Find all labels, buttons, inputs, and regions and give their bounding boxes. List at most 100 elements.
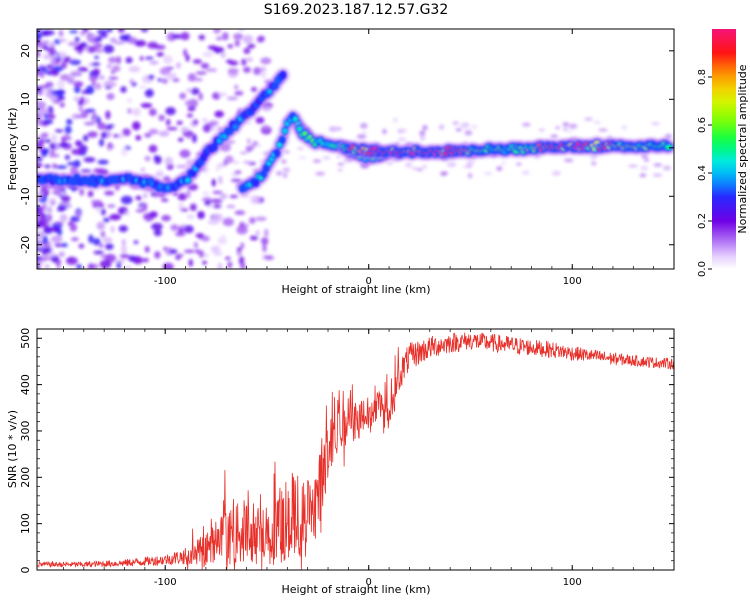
spectrogram-noise-blob xyxy=(234,39,241,47)
snr-xtick-label: 100 xyxy=(563,577,582,588)
spectrogram-noise-blob xyxy=(219,193,228,200)
spectrogram-noise-blob xyxy=(107,204,116,208)
spectrogram-ytick-label: 20 xyxy=(19,44,32,58)
spectrogram-noise-blob xyxy=(77,67,89,72)
spectrogram-noise-blob xyxy=(550,134,558,138)
spectrogram-noise-blob xyxy=(37,265,41,269)
spectrogram-noise-blob xyxy=(185,190,191,199)
spectrogram-noise-blob xyxy=(336,154,342,159)
spectrogram-noise-blob xyxy=(281,159,287,164)
spectrogram-noise-blob xyxy=(44,138,52,143)
spectrogram-noise-blob xyxy=(51,133,57,143)
spectrogram-noise-blob xyxy=(621,125,627,130)
spectrogram-noise-blob xyxy=(87,263,95,269)
spectrogram-noise-blob xyxy=(221,52,226,58)
spectrogram-noise-blob xyxy=(109,213,122,221)
spectrogram-noise-blob xyxy=(67,41,80,47)
spectrogram-noise-blob xyxy=(158,130,170,137)
spectrogram-noise-blob xyxy=(151,223,163,231)
spectrogram-noise-blob xyxy=(49,142,56,150)
spectrogram-noise-blob xyxy=(200,62,210,69)
spectrogram-xtick-label: 0 xyxy=(366,276,372,287)
spectrogram-noise-blob xyxy=(253,67,262,76)
spectrogram-noise-blob xyxy=(641,154,648,159)
spectrogram-noise-blob xyxy=(180,32,190,41)
spectrogram-noise-blob xyxy=(93,250,104,255)
spectrogram-noise-blob xyxy=(103,44,115,54)
spectrogram-noise-blob xyxy=(217,237,228,245)
spectrogram-noise-blob xyxy=(108,56,118,64)
spectrogram-noise-blob xyxy=(555,126,561,130)
spectrogram-noise-blob xyxy=(262,243,267,253)
spectrogram-noise-blob xyxy=(249,217,256,224)
spectrogram-noise-blob xyxy=(562,122,570,127)
spectrogram-noise-blob xyxy=(41,67,48,71)
spectrogram-noise-blob xyxy=(87,131,98,138)
spectrogram-noise-blob xyxy=(653,163,663,167)
spectrogram-noise-blob xyxy=(226,204,236,209)
spectrogram-noise-blob xyxy=(234,210,246,215)
spectrogram-noise-blob xyxy=(193,241,199,249)
spectrogram-noise-blob xyxy=(252,141,259,146)
spectrogram-noise-blob xyxy=(64,154,70,160)
spectrogram-noise-blob xyxy=(329,126,338,132)
spectrogram-noise-blob xyxy=(261,105,272,112)
spectrogram-noise-blob xyxy=(40,185,47,194)
spectrogram-noise-blob xyxy=(100,131,108,139)
spectrogram-cell xyxy=(273,148,281,158)
spectrogram-noise-blob xyxy=(148,144,158,153)
spectrogram-noise-blob xyxy=(464,130,473,136)
spectrogram-noise-blob xyxy=(201,235,210,242)
spectrogram-noise-blob xyxy=(165,107,176,116)
spectrogram-noise-blob xyxy=(66,204,73,209)
spectrogram-noise-blob xyxy=(552,170,561,176)
spectrogram-noise-blob xyxy=(47,114,56,119)
spectrogram-noise-blob xyxy=(88,75,99,82)
spectrogram-noise-blob xyxy=(663,165,671,171)
spectrogram-noise-blob xyxy=(99,75,105,80)
spectrogram-cell xyxy=(233,124,238,130)
spectrogram-noise-blob xyxy=(584,117,593,121)
spectrogram-noise-blob xyxy=(180,208,189,212)
spectrogram-noise-blob xyxy=(110,225,115,233)
spectrogram-noise-blob xyxy=(70,216,80,223)
snr-xtick-label: 0 xyxy=(366,577,372,588)
spectrogram-noise-blob xyxy=(96,116,101,125)
spectrogram-noise-blob xyxy=(132,107,141,117)
spectrogram-noise-blob xyxy=(264,255,274,260)
spectrogram-noise-blob xyxy=(282,167,291,173)
spectrogram-noise-blob xyxy=(91,62,101,67)
spectrogram-noise-blob xyxy=(78,103,83,113)
spectrogram-noise-blob xyxy=(158,114,165,122)
spectrogram-noise-blob xyxy=(113,41,126,45)
spectrogram-noise-blob xyxy=(222,32,229,41)
spectrogram-noise-blob xyxy=(76,210,82,218)
spectrogram-noise-blob xyxy=(99,33,108,38)
spectrogram-noise-blob xyxy=(120,86,127,93)
spectrogram-noise-blob xyxy=(166,118,171,126)
spectrogram-noise-blob xyxy=(105,243,114,250)
spectrogram-noise-blob xyxy=(521,122,531,127)
spectrogram-noise-blob xyxy=(194,77,203,82)
spectrogram-noise-blob xyxy=(243,47,251,55)
spectrogram-noise-blob xyxy=(88,234,94,244)
spectrogram-noise-blob xyxy=(166,72,177,80)
spectrogram-noise-blob xyxy=(65,256,78,265)
spectrogram-noise-blob xyxy=(186,214,195,220)
spectrogram-noise-blob xyxy=(54,129,64,133)
spectrogram-noise-blob xyxy=(439,124,445,130)
spectrogram-noise-blob xyxy=(118,225,128,233)
spectrogram-noise-blob xyxy=(567,130,574,133)
spectrogram-cell xyxy=(278,135,286,145)
spectrogram-noise-blob xyxy=(135,135,142,141)
spectrogram-noise-blob xyxy=(43,246,52,254)
spectrogram-noise-blob xyxy=(41,256,52,261)
colorbar-ticks: 0.0 0.2 0.4 0.6 0.8 xyxy=(697,69,712,277)
spectrogram-noise-blob xyxy=(38,210,44,216)
spectrogram-noise-blob xyxy=(180,126,189,133)
spectrogram-noise-blob xyxy=(53,226,61,232)
spectrogram-noise-blob xyxy=(226,96,239,101)
spectrogram-noise-blob xyxy=(234,90,244,96)
spectrogram-noise-blob xyxy=(298,156,307,160)
